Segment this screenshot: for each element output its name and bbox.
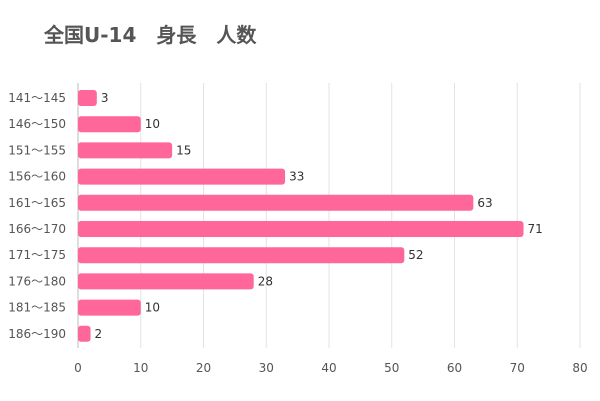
x-tick-label-30: 30 bbox=[259, 361, 274, 375]
bars bbox=[78, 90, 524, 342]
data-label-161～165: 63 bbox=[477, 196, 492, 210]
category-label-171～175: 171～175 bbox=[8, 248, 66, 262]
x-tick-label-60: 60 bbox=[447, 361, 462, 375]
data-label-141～145: 3 bbox=[101, 91, 109, 105]
data-labels: 3 10 15 33 63 71 52 28 10 2 bbox=[95, 91, 543, 341]
category-label-141～145: 141～145 bbox=[8, 91, 66, 105]
bar-186～190 bbox=[78, 325, 91, 342]
x-tick-label-0: 0 bbox=[74, 361, 82, 375]
data-label-166～170: 71 bbox=[528, 222, 543, 236]
bar-171～175 bbox=[78, 247, 405, 264]
data-label-176～180: 28 bbox=[258, 274, 273, 288]
chart-title: 全国U-14 身長 人数 bbox=[43, 23, 257, 47]
bar-161～165 bbox=[78, 194, 474, 211]
category-label-186～190: 186～190 bbox=[8, 327, 66, 341]
bar-176～180 bbox=[78, 273, 254, 290]
category-label-176～180: 176～180 bbox=[8, 274, 66, 288]
category-label-161～165: 161～165 bbox=[8, 196, 66, 210]
data-label-156～160: 33 bbox=[289, 170, 304, 184]
bar-146～150 bbox=[78, 116, 141, 133]
data-label-186～190: 2 bbox=[95, 327, 103, 341]
x-tick-label-40: 40 bbox=[321, 361, 336, 375]
data-label-151～155: 15 bbox=[176, 143, 191, 157]
bar-141～145 bbox=[78, 90, 97, 106]
category-label-181～185: 181～185 bbox=[8, 301, 66, 315]
category-label-151～155: 151～155 bbox=[8, 143, 66, 157]
category-labels: 141～145 146～150 151～155 156～160 161～165 166～1… bbox=[8, 91, 66, 341]
x-tick-label-10: 10 bbox=[133, 361, 148, 375]
bar-181～185 bbox=[78, 299, 141, 316]
bar-156～160 bbox=[78, 168, 286, 185]
bar-151～155 bbox=[78, 142, 173, 159]
data-label-181～185: 10 bbox=[145, 301, 160, 315]
x-tick-label-70: 70 bbox=[510, 361, 525, 375]
category-label-146～150: 146～150 bbox=[8, 117, 66, 131]
x-tick-label-80: 80 bbox=[572, 361, 587, 375]
category-label-156～160: 156～160 bbox=[8, 170, 66, 184]
x-tick-label-20: 20 bbox=[196, 361, 211, 375]
category-label-166～170: 166～170 bbox=[8, 222, 66, 236]
data-label-146～150: 10 bbox=[145, 117, 160, 131]
x-tick-label-50: 50 bbox=[384, 361, 399, 375]
x-axis-ticks: 0 10 20 30 40 50 60 70 80 bbox=[74, 361, 587, 375]
data-label-171～175: 52 bbox=[408, 248, 423, 262]
bar-166～170 bbox=[78, 221, 524, 237]
